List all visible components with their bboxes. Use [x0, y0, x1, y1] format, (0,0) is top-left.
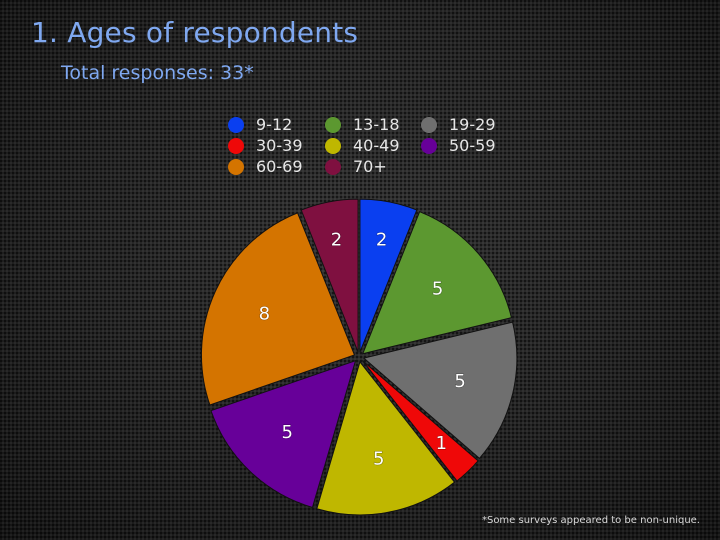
- legend-item-40-49: 40-49: [325, 135, 421, 156]
- legend-swatch: [228, 137, 244, 154]
- legend-item-13-18: 13-18: [325, 114, 421, 135]
- chart-title: 1. Ages of respondents: [31, 16, 359, 49]
- data-label-19-29: 5: [454, 371, 465, 392]
- pie-slice-13-18: [361, 211, 513, 355]
- pie-slice-50-59: [210, 359, 357, 509]
- data-label-70-plus: 2: [331, 229, 342, 250]
- data-label-9-12: 2: [376, 229, 387, 250]
- legend-label: 9-12: [256, 115, 293, 134]
- pie-slice-40-49: [316, 360, 456, 516]
- footnote: *Some surveys appeared to be non-unique.: [481, 515, 700, 526]
- legend-label: 60-69: [256, 157, 303, 176]
- legend-label: 13-18: [353, 115, 400, 134]
- pie-slice-30-39: [362, 360, 479, 482]
- chart-subtitle: Total responses: 33*: [61, 62, 254, 84]
- pie-slice-70-plus: [300, 198, 359, 353]
- data-label-60-69: 8: [259, 303, 270, 324]
- legend-item-50-59: 50-59: [421, 135, 517, 156]
- data-label-50-59: 5: [281, 422, 292, 443]
- legend-label: 70+: [353, 157, 387, 176]
- legend-label: 50-59: [449, 136, 496, 155]
- legend-label: 19-29: [449, 115, 496, 134]
- pie-slice-9-12: [359, 198, 418, 353]
- legend-item-60-69: 60-69: [228, 156, 325, 177]
- legend-swatch: [421, 116, 437, 133]
- data-label-30-39: 1: [436, 433, 447, 454]
- legend-swatch: [325, 137, 341, 154]
- legend-label: 30-39: [256, 136, 303, 155]
- pie-slice-19-29: [362, 321, 518, 460]
- legend-item-30-39: 30-39: [228, 135, 325, 156]
- legend-item-19-29: 19-29: [421, 114, 517, 135]
- legend-item-70-plus: 70+: [325, 156, 421, 177]
- data-label-13-18: 5: [432, 278, 443, 299]
- legend-label: 40-49: [353, 136, 400, 155]
- legend-swatch: [228, 116, 244, 133]
- pie-slice-60-69: [200, 212, 356, 406]
- legend-swatch: [325, 158, 341, 175]
- legend-swatch: [325, 116, 341, 133]
- legend-item-9-12: 9-12: [228, 114, 325, 135]
- legend: 9-12 13-18 19-29 30-39 40-49 50-59 60-69 70+: [228, 114, 517, 177]
- legend-swatch: [421, 137, 437, 154]
- data-label-40-49: 5: [373, 449, 384, 470]
- legend-swatch: [228, 158, 244, 175]
